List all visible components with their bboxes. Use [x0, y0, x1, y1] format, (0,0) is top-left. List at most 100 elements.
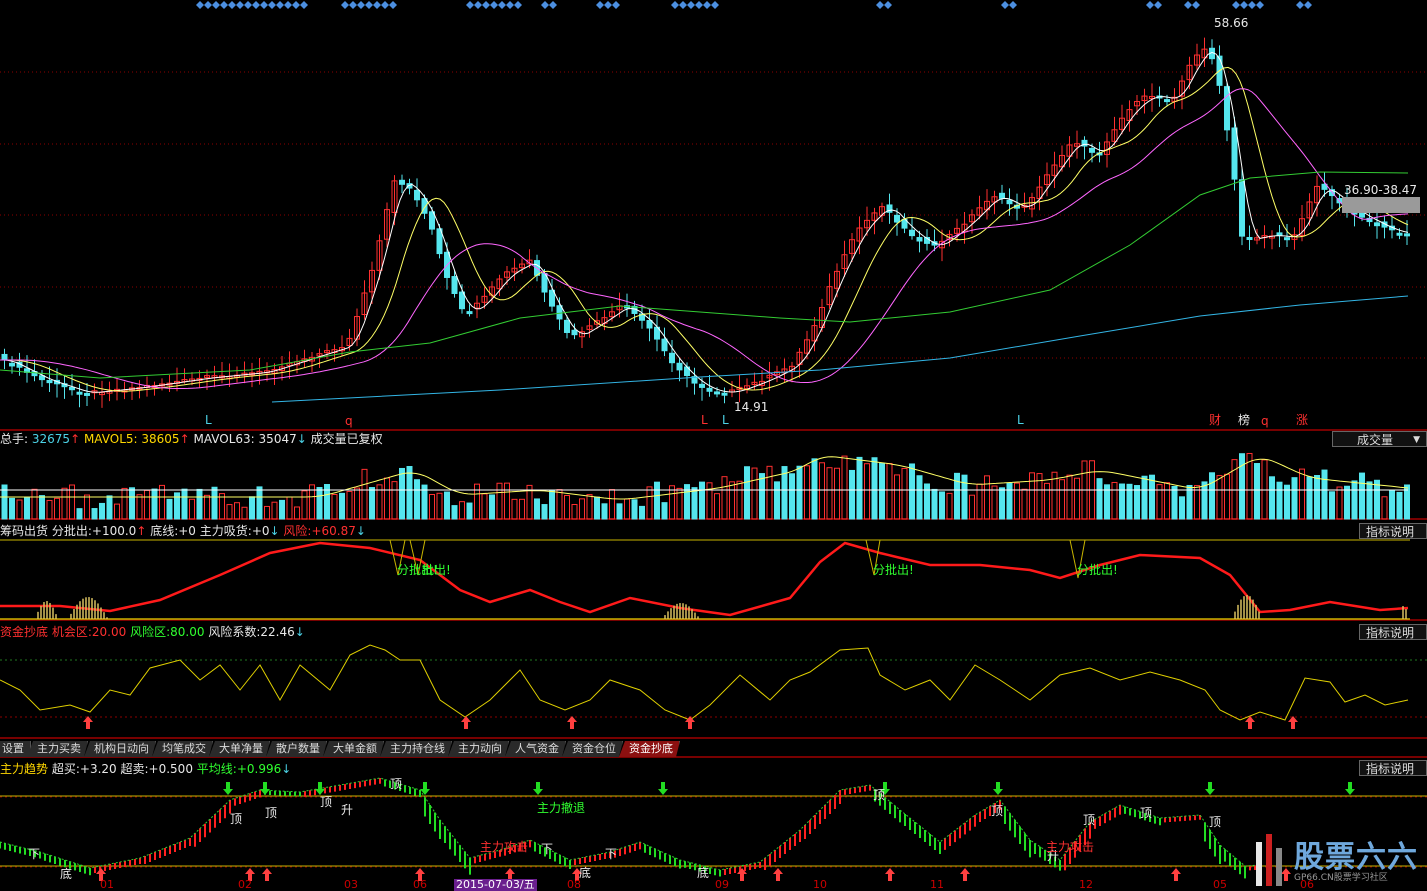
chip-annotation: 分批出! — [397, 563, 438, 577]
candle-body — [594, 320, 600, 325]
volume-bar — [99, 502, 105, 520]
signal-diamond — [260, 1, 268, 9]
zjcd-risk-value: 80.00 — [170, 625, 205, 639]
zjcd-help-button[interactable]: 指标说明 — [1359, 624, 1427, 640]
candle-body — [609, 311, 615, 318]
logo-mark-icon — [1256, 834, 1282, 886]
tab-main-position[interactable]: 主力持仓线 — [380, 741, 452, 757]
signal-diamond — [596, 1, 604, 9]
chip-risk-value: +60.87 — [311, 524, 356, 538]
down-arrow-icon: ↓ — [281, 762, 292, 776]
volume-bar — [1269, 476, 1275, 520]
candle-body — [954, 227, 960, 234]
trend-label-di: 底 — [60, 867, 73, 881]
candle-body — [39, 375, 45, 381]
volume-bar — [451, 505, 458, 520]
tab-main-trade[interactable]: 主力买卖 — [27, 741, 88, 757]
tab-main-trend[interactable]: 主力动向 — [448, 741, 509, 757]
volume-bar — [436, 492, 443, 520]
tab-big-amount[interactable]: 大单金额 — [323, 741, 384, 757]
volume-bar — [91, 508, 98, 520]
volume-bar — [121, 487, 128, 520]
volume-bar — [834, 467, 840, 520]
signal-diamond — [1240, 1, 1248, 9]
candle-body — [384, 209, 390, 240]
volume-bar — [1, 484, 8, 520]
up-arrow-icon — [773, 868, 783, 881]
volume-bar — [1006, 482, 1013, 520]
tab-big-net[interactable]: 大单净量 — [209, 741, 270, 757]
tab-retail-count[interactable]: 散户数量 — [266, 741, 327, 757]
tab-avg-trade[interactable]: 均笔成交 — [152, 741, 213, 757]
volume-bar — [1224, 473, 1230, 520]
volume-bar — [721, 476, 728, 520]
tab-fund-bottom[interactable]: 资金抄底 — [619, 741, 680, 757]
volume-indicator-dropdown[interactable]: 成交量 ▼ — [1332, 431, 1427, 447]
volume-bar — [706, 482, 713, 520]
volume-bar — [849, 469, 855, 520]
candle-body — [661, 338, 668, 352]
volume-bar — [969, 494, 975, 520]
candle-body — [894, 214, 900, 223]
candle-body — [9, 362, 15, 367]
volume-bar — [196, 488, 203, 520]
date-label: 02 — [238, 878, 252, 891]
tab-settings[interactable]: 设置 — [0, 741, 31, 757]
logo-title: 股票六六 — [1294, 840, 1418, 875]
up-arrow-icon — [245, 868, 255, 881]
up-arrow-icon — [83, 716, 93, 729]
candle-body — [864, 219, 870, 229]
candle-body — [519, 263, 525, 269]
mavol63-label: MAVOL63: — [193, 432, 255, 446]
candle-body — [1006, 199, 1013, 205]
marker-q: q — [345, 414, 353, 428]
candle-body — [1126, 109, 1133, 122]
marker-l: L — [701, 413, 708, 427]
volume-bar — [204, 494, 210, 520]
signal-diamond — [703, 1, 711, 9]
signal-diamond — [1232, 1, 1240, 9]
candle-body — [1179, 80, 1185, 97]
candle-body — [1359, 212, 1365, 218]
ma5-line — [0, 51, 1409, 393]
volume-bar — [1299, 468, 1305, 520]
trend-avg-value: +0.996 — [236, 762, 282, 776]
tab-fund-position[interactable]: 资金仓位 — [562, 741, 623, 757]
candle-body — [451, 276, 458, 294]
trend-help-button[interactable]: 指标说明 — [1359, 760, 1427, 776]
up-arrow-icon — [262, 868, 272, 881]
date-label: 10 — [813, 878, 827, 891]
candle-body — [429, 211, 435, 230]
candle-body — [84, 392, 90, 396]
signal-diamond — [1248, 1, 1256, 9]
candle-body — [1374, 222, 1380, 227]
tab-popularity-fund[interactable]: 人气资金 — [505, 741, 566, 757]
candle-body — [1284, 237, 1290, 241]
chip-help-button[interactable]: 指标说明 — [1359, 523, 1427, 539]
volume-bar — [331, 493, 338, 520]
down-arrow-icon: ↓ — [296, 432, 307, 446]
candle-body — [999, 192, 1005, 199]
volume-bar — [1381, 496, 1388, 520]
trend-label-attack: 主力攻击 — [480, 840, 529, 854]
trend-buy-label: 超买: — [51, 762, 80, 776]
candle-body — [481, 295, 488, 303]
volume-bar — [669, 485, 675, 520]
volume-bar — [676, 487, 683, 520]
signal-diamond — [549, 1, 557, 9]
candle-body — [1186, 64, 1193, 81]
chip-di-value: +0 — [178, 524, 196, 538]
up-arrow-icon — [737, 868, 747, 881]
signal-diamond — [357, 1, 365, 9]
candle-body — [841, 254, 848, 269]
volume-bar — [421, 484, 428, 520]
up-arrow-icon — [572, 868, 582, 881]
volume-bar — [1141, 475, 1148, 520]
zjcd-chance-value: 20.00 — [91, 625, 127, 639]
tab-inst-daily[interactable]: 机构日动向 — [84, 741, 156, 757]
volume-bar — [1359, 472, 1365, 520]
up-arrow-icon — [1245, 716, 1255, 729]
volume-header: 总手: 32675↑ MAVOL5: 38605↑ MAVOL63: 35047… — [0, 432, 383, 446]
volume-bar — [106, 495, 113, 520]
volume-bar — [804, 465, 810, 520]
